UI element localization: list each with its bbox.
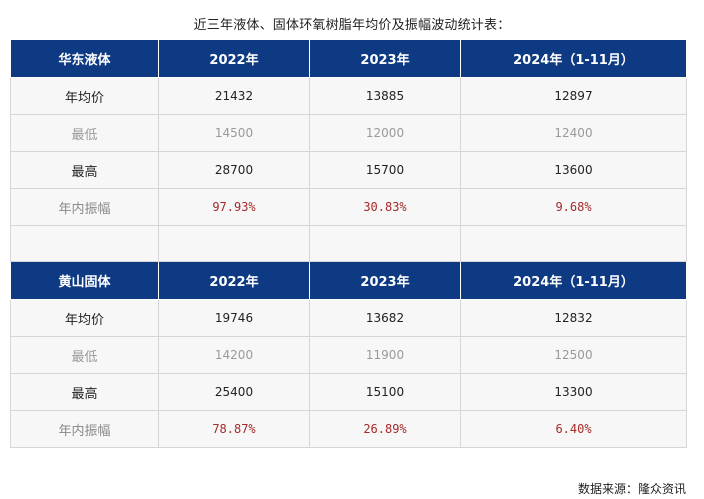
table-row: 年均价 21432 13885 12897: [10, 77, 687, 115]
table-row: 年内振幅 78.87% 26.89% 6.40%: [10, 410, 687, 448]
empty-cell: [10, 225, 159, 262]
empty-cell: [158, 225, 310, 262]
year-header: 2022年: [158, 39, 310, 78]
table-row: 最低 14500 12000 12400: [10, 114, 687, 152]
table-cell: 12500: [460, 336, 687, 374]
row-label: 最低: [10, 114, 159, 152]
row-label: 最高: [10, 151, 159, 189]
row-label: 年均价: [10, 77, 159, 115]
table-cell: 13682: [309, 299, 461, 337]
row-label: 年内振幅: [10, 410, 159, 448]
table-title: 近三年液体、固体环氧树脂年均价及振幅波动统计表：: [193, 18, 511, 33]
table-row: 年内振幅 97.93% 30.83% 9.68%: [10, 188, 687, 226]
row-label: 年均价: [10, 299, 159, 337]
year-header: 2024年（1-11月）: [460, 39, 687, 78]
year-header: 2022年: [158, 261, 310, 300]
table-cell: 12832: [460, 299, 687, 337]
table-cell: 9.68%: [460, 188, 687, 226]
table-row: 最高 28700 15700 13600: [10, 151, 687, 189]
row-label: 最低: [10, 336, 159, 374]
row-label: 最高: [10, 373, 159, 411]
table-cell: 13600: [460, 151, 687, 189]
table-cell: 11900: [309, 336, 461, 374]
table-cell: 21432: [158, 77, 310, 115]
price-statistics-table: 华东液体 2022年 2023年 2024年（1-11月） 年均价 21432 …: [10, 39, 687, 448]
table-cell: 25400: [158, 373, 310, 411]
table-row: 最低 14200 11900 12500: [10, 336, 687, 374]
table-cell: 13300: [460, 373, 687, 411]
table-cell: 6.40%: [460, 410, 687, 448]
table-cell: 15100: [309, 373, 461, 411]
table-cell: 12897: [460, 77, 687, 115]
spacer-row: [10, 225, 687, 262]
region-header: 华东液体: [10, 39, 159, 78]
table-cell: 28700: [158, 151, 310, 189]
table-cell: 19746: [158, 299, 310, 337]
table-row: 年均价 19746 13682 12832: [10, 299, 687, 337]
table-cell: 97.93%: [158, 188, 310, 226]
table-header-row: 华东液体 2022年 2023年 2024年（1-11月）: [10, 39, 687, 78]
table-header-row: 黄山固体 2022年 2023年 2024年（1-11月）: [10, 261, 687, 300]
table-row: 最高 25400 15100 13300: [10, 373, 687, 411]
year-header: 2023年: [309, 39, 461, 78]
region-header: 黄山固体: [10, 261, 159, 300]
empty-cell: [309, 225, 461, 262]
table-cell: 78.87%: [158, 410, 310, 448]
table-cell: 13885: [309, 77, 461, 115]
table-cell: 30.83%: [309, 188, 461, 226]
year-header: 2024年（1-11月）: [460, 261, 687, 300]
table-cell: 14200: [158, 336, 310, 374]
table-cell: 12400: [460, 114, 687, 152]
table-cell: 15700: [309, 151, 461, 189]
year-header: 2023年: [309, 261, 461, 300]
table-cell: 26.89%: [309, 410, 461, 448]
empty-cell: [460, 225, 687, 262]
table-cell: 14500: [158, 114, 310, 152]
data-source-note: 数据来源：隆众资讯: [577, 482, 686, 496]
table-cell: 12000: [309, 114, 461, 152]
row-label: 年内振幅: [10, 188, 159, 226]
